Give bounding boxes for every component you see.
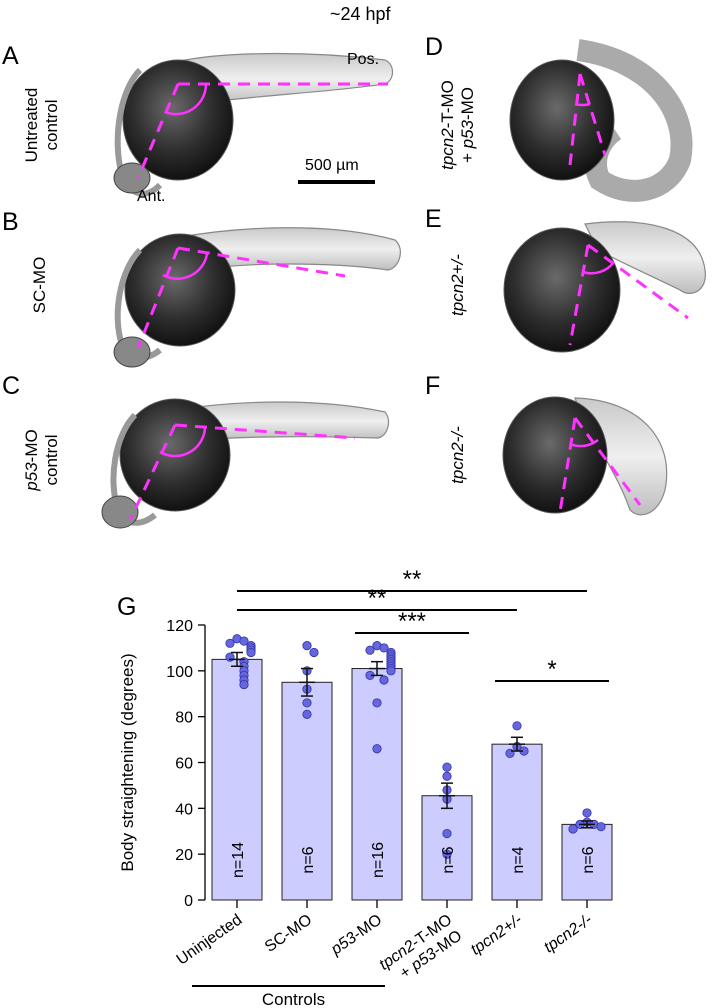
panel-letter-b: B	[2, 208, 19, 236]
data-point-1-4	[302, 698, 312, 708]
panel-letter-a: A	[2, 42, 19, 70]
x-tick-label-part-0-0-0: Uninjected	[174, 911, 246, 968]
embryo-image-c	[101, 398, 390, 529]
bar-4	[491, 743, 543, 901]
scale-bar-label: 500 µm	[305, 157, 359, 174]
ant-label: Ant.	[137, 188, 166, 205]
data-point-5-0	[582, 808, 592, 818]
pos-label: Pos.	[347, 51, 380, 68]
data-point-2-13	[379, 675, 389, 685]
panel-letter-c: C	[2, 372, 21, 400]
x-tick-label-part-4-0-0: tpcn2+/-	[468, 911, 525, 958]
x-tick-label-0: Uninjected	[174, 911, 246, 968]
x-tick-label-part-2-0-1: -MO	[350, 911, 385, 943]
data-point-2-11	[386, 666, 396, 676]
data-point-3-4	[442, 828, 452, 839]
y-tick-label-0: 0	[184, 893, 193, 910]
data-point-4-0	[512, 721, 522, 731]
data-point-0-13	[239, 679, 249, 690]
data-point-3-1	[442, 771, 452, 781]
bar-3	[421, 795, 473, 901]
panel-letter-d: D	[425, 33, 444, 61]
panel-letter-f: F	[425, 372, 441, 400]
n-label-0: n=14	[230, 842, 247, 878]
sig-label-1: **	[368, 585, 387, 612]
controls-label: Controls	[262, 990, 325, 1008]
x-tick-label-2: p53-MO	[327, 911, 385, 959]
y-axis-label: Body straightening (degrees)	[118, 653, 137, 871]
embryo-images	[101, 39, 706, 529]
n-label-2: n=16	[370, 842, 387, 878]
data-point-0-1	[239, 636, 249, 646]
panel-letter-g: G	[117, 593, 136, 621]
data-point-0-2	[225, 638, 235, 648]
sig-label-3: *	[547, 656, 556, 683]
embryo-image-a	[113, 52, 394, 197]
n-label-4: n=4	[510, 846, 527, 873]
data-point-1-5	[302, 709, 312, 719]
data-point-2-2	[365, 645, 375, 655]
data-point-2-1	[379, 643, 389, 653]
data-point-1-0	[302, 641, 312, 651]
stage-label: ~24 hpf	[330, 4, 391, 24]
y-tick-label-5: 100	[166, 664, 193, 681]
data-point-1-1	[309, 647, 319, 658]
y-tick-label-3: 60	[175, 756, 193, 773]
data-point-3-5	[442, 849, 452, 859]
sig-label-2: ***	[398, 608, 426, 635]
x-tick-label-part-5-0-0: tpcn2-/-	[541, 911, 595, 956]
x-tick-label-part-1-0-0: SC-MO	[262, 911, 315, 956]
data-point-0-6	[246, 647, 256, 658]
n-label-1: n=6	[300, 846, 317, 873]
x-tick-label-1: SC-MO	[262, 911, 315, 956]
bar-5	[561, 823, 613, 901]
y-tick-label-1: 20	[175, 847, 193, 864]
panel-letter-e: E	[425, 205, 442, 233]
n-label-5: n=6	[580, 846, 597, 873]
data-point-2-14	[372, 698, 382, 708]
embryo-image-d	[509, 39, 693, 202]
y-tick-label-2: 40	[175, 801, 193, 818]
data-point-2-15	[372, 744, 382, 754]
data-point-5-4	[596, 822, 606, 832]
n-label-3: n=6	[440, 846, 457, 873]
embryo-image-b	[113, 227, 401, 368]
embryo-image-f	[502, 396, 668, 516]
data-point-3-0	[442, 762, 452, 772]
y-tick-label-6: 120	[166, 618, 193, 635]
x-tick-label-5: tpcn2-/-	[541, 911, 595, 956]
embryo-image-e	[503, 221, 706, 353]
x-tick-label-4: tpcn2+/-	[468, 911, 525, 958]
y-tick-label-4: 80	[175, 710, 193, 727]
data-point-5-5	[568, 824, 578, 834]
sig-label-0: **	[403, 566, 422, 593]
bar-0	[211, 658, 263, 901]
